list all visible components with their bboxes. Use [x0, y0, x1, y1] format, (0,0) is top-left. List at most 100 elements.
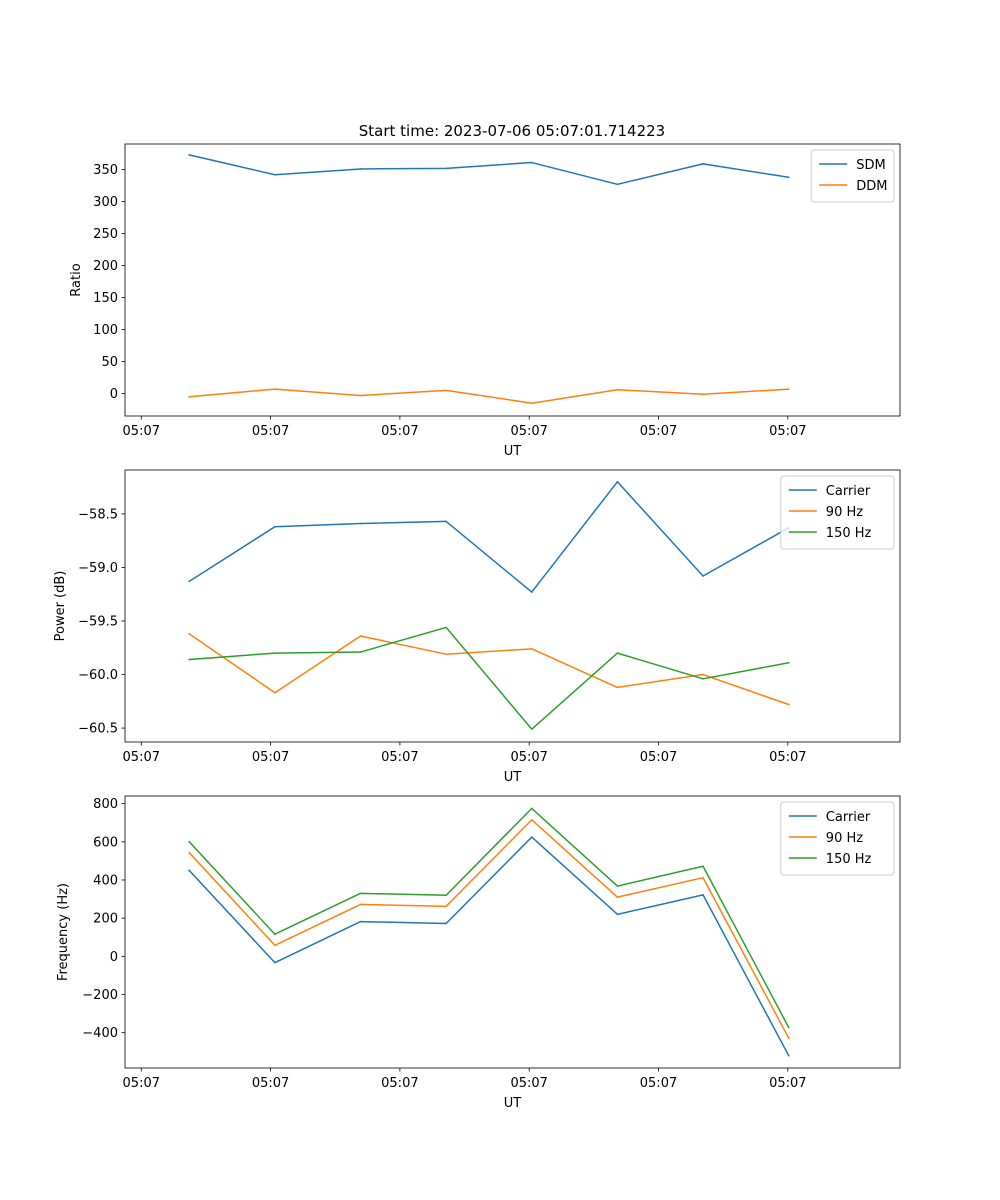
frequency-x-tick-label: 05:07: [769, 1076, 806, 1091]
power-data-point: [274, 691, 276, 694]
ratio-y-tick-label: 300: [93, 195, 118, 210]
power-data-point: [274, 525, 276, 528]
ratio-data-point: [359, 394, 362, 397]
frequency-data-point: [530, 819, 533, 821]
power-y-tick-label: −58.5: [78, 507, 118, 522]
frequency-x-tick-label: 05:07: [381, 1076, 418, 1091]
frequency-data-point: [359, 920, 362, 923]
frequency-data-point: [274, 961, 276, 964]
ratio-legend-label: SDM: [856, 158, 885, 173]
power-data-point: [188, 658, 191, 661]
ratio-data-point: [530, 161, 533, 164]
power-y-tick-label: −60.5: [78, 722, 118, 737]
power-series-line-1: [188, 632, 790, 706]
frequency-y-tick-label: 600: [93, 835, 118, 850]
frequency-y-tick-label: 0: [110, 950, 118, 965]
ratio-y-tick-label: 150: [93, 291, 118, 306]
power-x-tick-label: 05:07: [252, 750, 289, 765]
ratio-data-point: [530, 402, 533, 405]
ratio-data-point: [274, 173, 276, 176]
power-chart: 05:07 05:07 05:07 05:07 05:07 05:07 −60.5 −60.0…: [53, 469, 901, 785]
ratio-data-point: [359, 168, 362, 170]
ratio-data-point: [702, 163, 704, 165]
frequency-legend-box: [780, 801, 895, 876]
frequency-x-tick-label: 05:07: [510, 1076, 547, 1091]
ratio-x-axis-label: UT: [504, 444, 522, 459]
ratio-x-tick-label: 05:07: [640, 424, 677, 439]
ratio-data-point: [787, 388, 790, 390]
power-data-point: [530, 648, 533, 650]
ratio-x-tick-label: 05:07: [381, 424, 418, 439]
power-data-point: [616, 686, 619, 689]
ratio-y-tick-label: 0: [110, 387, 118, 402]
frequency-y-tick-label: −400: [82, 1026, 118, 1041]
ratio-y-tick-label: 250: [93, 227, 118, 242]
frequency-data-point: [616, 896, 619, 898]
frequency-data-point: [445, 922, 447, 925]
power-data-point: [530, 728, 533, 730]
frequency-data-point: [445, 905, 447, 908]
power-series-line-2: [188, 626, 790, 730]
frequency-legend-label: 90 Hz: [826, 831, 863, 846]
ratio-data-point: [445, 389, 447, 392]
ratio-data-point: [616, 183, 619, 186]
frequency-data-point: [616, 885, 619, 887]
frequency-legend-label: Carrier: [826, 810, 871, 825]
power-x-tick-label: 05:07: [640, 750, 677, 765]
frequency-x-tick-label: 05:07: [123, 1076, 160, 1091]
frequency-y-tick-label: 200: [93, 912, 118, 927]
ratio-data-point: [616, 388, 619, 391]
ratio-chart: 05:07 05:07 05:07 05:07 05:07 05:07 0 50 100 150 2…: [69, 143, 901, 459]
power-legend-label: 90 Hz: [826, 505, 863, 520]
ratio-x-tick-label: 05:07: [769, 424, 806, 439]
ratio-series-line-1: [188, 388, 790, 404]
power-legend-label: 150 Hz: [826, 526, 872, 541]
ratio-x-tick-label: 05:07: [510, 424, 547, 439]
power-legend-box: [780, 475, 895, 550]
frequency-data-point: [787, 1026, 790, 1029]
frequency-data-point: [274, 933, 276, 935]
frequency-data-point: [359, 903, 362, 906]
power-legend-label: Carrier: [826, 484, 871, 499]
power-legend: Carrier 90 Hz 150 Hz: [780, 475, 895, 550]
power-y-tick-label: −59.5: [78, 614, 118, 629]
frequency-data-point: [188, 869, 191, 872]
frequency-data-point: [274, 944, 276, 947]
power-data-point: [702, 575, 704, 577]
frequency-data-point: [702, 894, 704, 896]
ratio-data-point: [787, 176, 790, 179]
ratio-data-point: [274, 388, 276, 390]
power-data-point: [274, 652, 276, 654]
power-data-point: [359, 635, 362, 637]
frequency-data-point: [702, 876, 704, 879]
ratio-legend-label: DDM: [856, 179, 887, 194]
power-x-tick-label: 05:07: [381, 750, 418, 765]
ratio-y-axis-label: Ratio: [69, 263, 84, 296]
power-y-tick-label: −60.0: [78, 668, 118, 683]
power-data-point: [616, 480, 619, 483]
ratio-data-point: [188, 396, 191, 398]
frequency-data-point: [188, 851, 191, 854]
frequency-data-point: [702, 865, 704, 868]
ratio-data-point: [702, 393, 704, 396]
ratio-y-tick-label: 200: [93, 259, 118, 274]
power-data-point: [188, 580, 191, 583]
ratio-y-tick-label: 350: [93, 163, 118, 178]
power-data-point: [530, 591, 533, 593]
power-x-tick-label: 05:07: [769, 750, 806, 765]
frequency-data-point: [530, 836, 533, 838]
power-y-tick-label: −59.0: [78, 561, 118, 576]
frequency-x-axis-label: UT: [504, 1096, 522, 1111]
frequency-y-tick-label: −200: [82, 988, 118, 1003]
frequency-data-point: [445, 894, 447, 897]
power-x-axis-label: UT: [504, 770, 522, 785]
power-data-point: [616, 652, 619, 654]
frequency-data-point: [530, 807, 533, 810]
ratio-x-tick-label: 05:07: [252, 424, 289, 439]
power-series-line-0: [188, 481, 790, 593]
frequency-y-axis-label: Frequency (Hz): [56, 883, 71, 981]
frequency-series-line-0: [188, 836, 790, 1057]
ratio-y-tick-label: 50: [101, 355, 118, 370]
power-data-point: [359, 522, 362, 525]
